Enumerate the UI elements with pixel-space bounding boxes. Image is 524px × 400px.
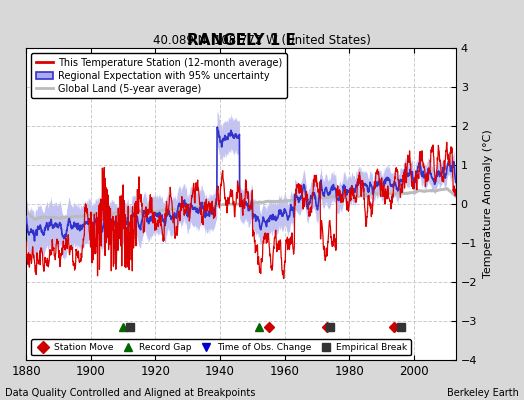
Text: 40.089 N, 108.772 W (United States): 40.089 N, 108.772 W (United States) (153, 34, 371, 47)
Text: Berkeley Earth: Berkeley Earth (447, 388, 519, 398)
Text: Data Quality Controlled and Aligned at Breakpoints: Data Quality Controlled and Aligned at B… (5, 388, 256, 398)
Legend: Station Move, Record Gap, Time of Obs. Change, Empirical Break: Station Move, Record Gap, Time of Obs. C… (31, 339, 411, 356)
Title: RANGELY 1 E: RANGELY 1 E (187, 33, 296, 48)
Y-axis label: Temperature Anomaly (°C): Temperature Anomaly (°C) (483, 130, 493, 278)
